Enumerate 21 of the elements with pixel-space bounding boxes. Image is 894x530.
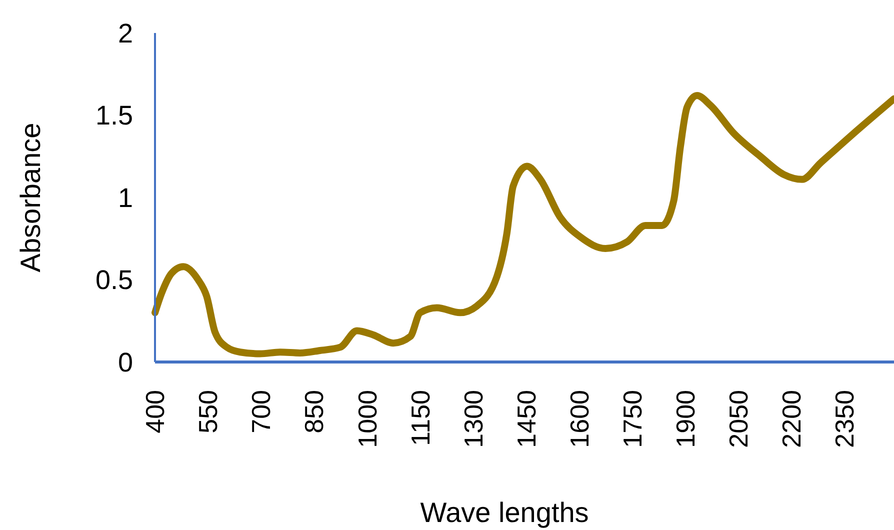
x-tick-label: 1300	[458, 390, 488, 448]
y-tick-label: 1.5	[95, 100, 133, 131]
x-tick-label: 1600	[564, 390, 594, 448]
x-tick-label: 2050	[724, 390, 754, 448]
y-axis-title: Absorbance	[15, 122, 46, 272]
x-tick-label: 850	[299, 390, 330, 434]
y-tick-label: 0	[118, 347, 133, 378]
x-tick-label: 550	[193, 390, 224, 434]
x-tick-label: 2350	[830, 390, 860, 448]
x-axis-title: Wave lengths	[420, 497, 589, 528]
x-tick-label: 700	[246, 390, 276, 434]
x-tick-label: 1900	[670, 390, 700, 448]
y-tick-label: 2	[118, 18, 133, 48]
y-tick-label: 0.5	[95, 265, 133, 296]
x-tick-label: 1150	[405, 390, 436, 446]
x-tick-label: 400	[140, 390, 170, 434]
x-tick-label: 2200	[776, 390, 807, 448]
x-tick-label: 1750	[617, 390, 648, 448]
y-tick-label: 1	[118, 182, 133, 213]
x-tick-label: 1000	[352, 390, 382, 448]
x-tick-label: 1450	[511, 390, 542, 448]
